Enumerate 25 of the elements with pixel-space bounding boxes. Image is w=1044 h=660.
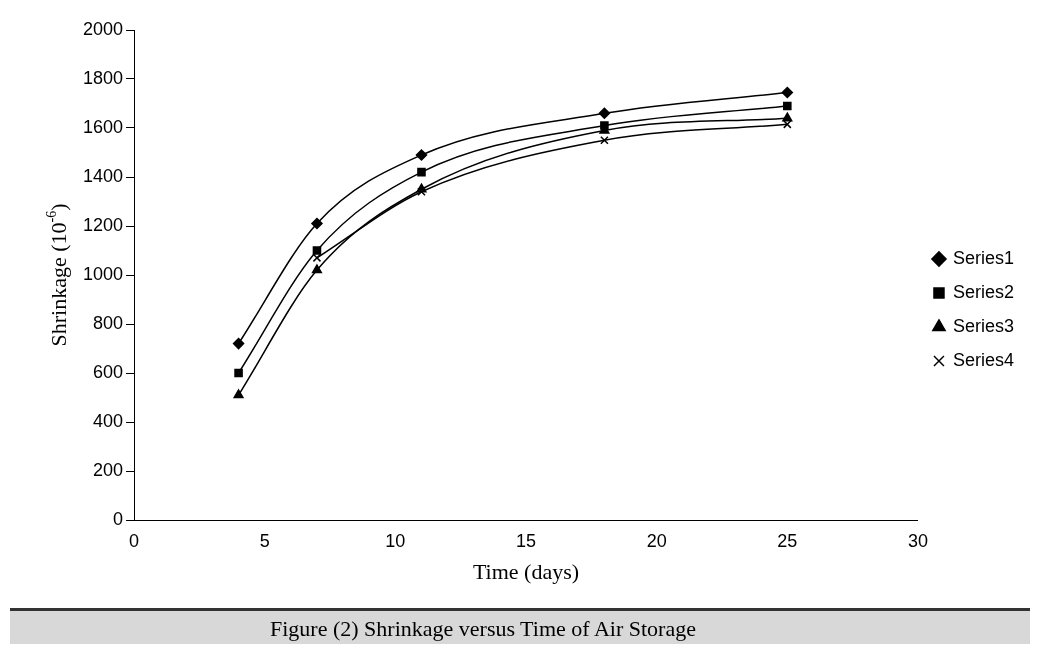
y-tick-label: 1200: [83, 214, 124, 235]
y-tick-label: 400: [93, 410, 124, 431]
y-tick-label: 800: [93, 312, 124, 333]
y-tick-label: 1600: [83, 116, 124, 137]
y-tick-label: 1800: [83, 67, 124, 88]
y-tick-label: 1400: [83, 165, 124, 186]
y-axis-title: Shrinkage (10-6): [43, 203, 71, 347]
legend-label: Series3: [952, 315, 1014, 336]
x-tick-label: 20: [646, 530, 667, 551]
y-tick-label: 600: [93, 361, 124, 382]
legend-label: Series2: [952, 281, 1014, 302]
x-tick-label: 15: [515, 530, 537, 551]
y-tick-label: 200: [93, 459, 124, 480]
y-tick-label: 1000: [83, 263, 124, 284]
x-axis-title: Time (days): [472, 558, 580, 584]
x-tick-label: 10: [385, 530, 406, 551]
x-tick-label: 30: [907, 530, 928, 551]
y-tick-label: 2000: [83, 18, 124, 39]
legend-label: Series1: [952, 247, 1014, 268]
x-tick-label: 0: [129, 530, 140, 551]
x-tick-label: 25: [777, 530, 798, 551]
text: Figure (2) Shrinkage versus Time of Air Storage: [10, 608, 1030, 644]
legend-label: Series4: [952, 349, 1014, 370]
x-tick-label: 5: [259, 530, 270, 551]
y-tick-label: 0: [113, 508, 124, 529]
